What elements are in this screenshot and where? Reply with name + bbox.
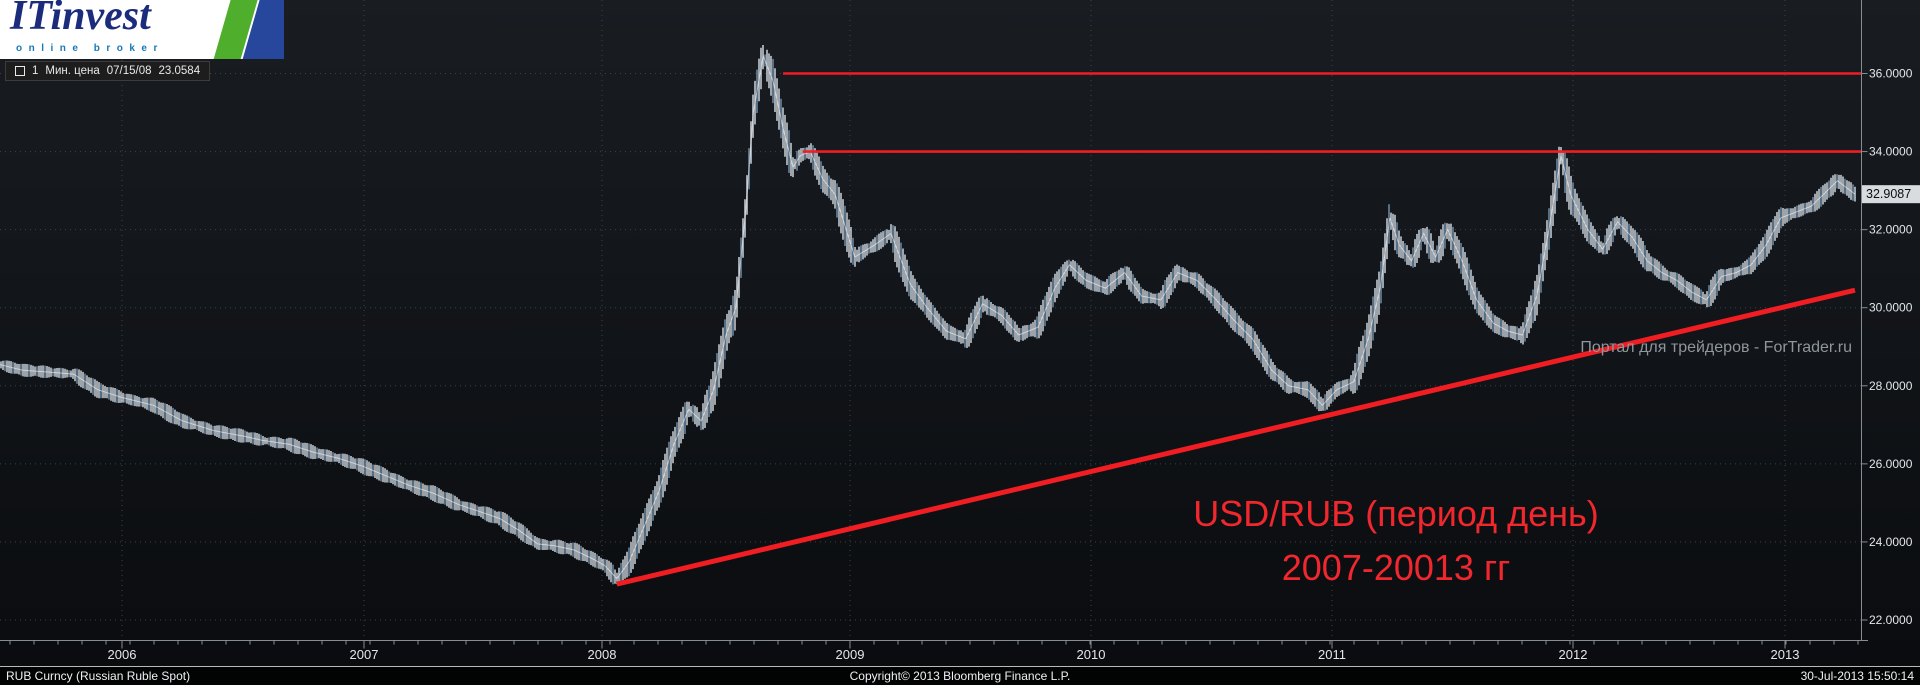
y-tick-label: 28.0000 (1869, 379, 1913, 393)
min-price-infobar: 1 Мин. цена 07/15/08 23.0584 (5, 61, 211, 81)
plot-background (0, 0, 1920, 666)
x-tick-label: 2007 (350, 647, 379, 662)
footer-instrument: RUB Curncy (Russian Ruble Spot) (6, 669, 191, 683)
annotation-line2: 2007-20013 гг (1281, 547, 1511, 589)
y-tick-label: 24.0000 (1869, 535, 1913, 549)
x-tick-label: 2006 (108, 647, 137, 662)
y-tick-label: 30.0000 (1869, 301, 1913, 315)
x-tick-label: 2012 (1559, 647, 1588, 662)
infobar-value: 23.0584 (158, 65, 201, 77)
annotation: USD/RUB (период день) 2007-20013 гг (1046, 493, 1746, 589)
x-tick-label: 2010 (1077, 647, 1106, 662)
footer-bar: RUB Curncy (Russian Ruble Spot) Copyrigh… (0, 666, 1920, 685)
y-tick-label: 26.0000 (1869, 457, 1913, 471)
trend-line (616, 287, 1856, 587)
logo-title: ITinvest (10, 0, 151, 39)
itinvest-logo: ITinvest online broker (0, 0, 284, 59)
x-tick-label: 2009 (836, 647, 865, 662)
footer-copyright: Copyright© 2013 Bloomberg Finance L.P. (849, 669, 1071, 683)
annotation-line1: USD/RUB (период день) (1193, 493, 1599, 534)
x-tick-label: 2011 (1318, 647, 1346, 662)
y-tick-label: 34.0000 (1869, 145, 1913, 159)
last-price-label (1862, 185, 1920, 204)
last-price-text: 32.9087 (1866, 187, 1911, 201)
x-tick-label: 2008 (588, 647, 617, 662)
price-polyline (0, 54, 1856, 580)
y-tick-label: 22.0000 (1869, 613, 1913, 627)
legend-marker-icon (15, 66, 25, 76)
footer-timestamp: 30-Jul-2013 15:50:14 (1800, 669, 1914, 683)
y-tick-label: 32.0000 (1869, 223, 1913, 237)
infobar-index: 1 (32, 65, 39, 77)
watermark-text: Портал для трейдеров - ForTrader.ru (1580, 339, 1852, 356)
logo-subtitle: online broker (16, 43, 164, 54)
y-tick-label: 36.0000 (1869, 67, 1913, 81)
axes (0, 0, 1868, 649)
infobar-label: Мин. цена (45, 65, 100, 77)
infobar-date: 07/15/08 (106, 65, 152, 77)
x-tick-label: 2013 (1771, 647, 1800, 662)
